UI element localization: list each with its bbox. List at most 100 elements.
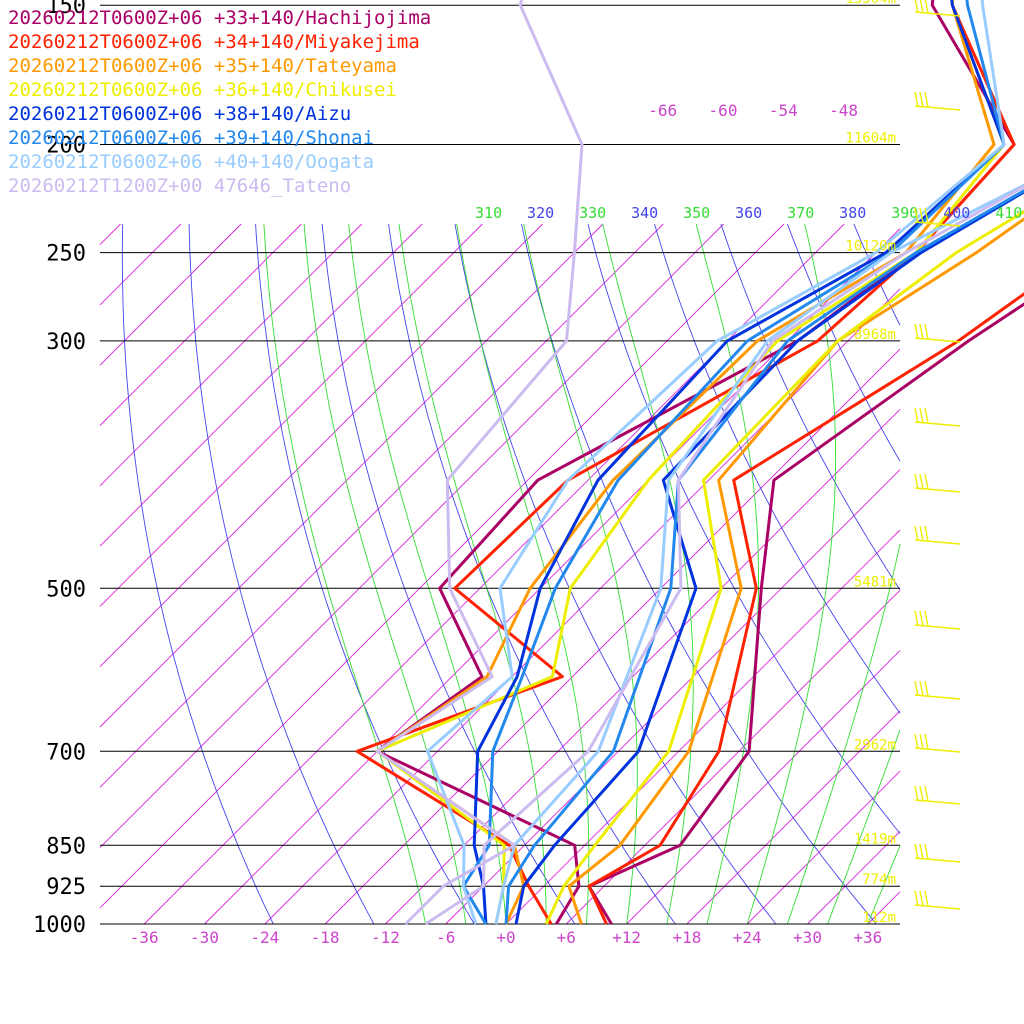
wind-barb-feather xyxy=(914,843,919,860)
sounding-tateyama xyxy=(375,0,1024,925)
temperature-tick-label: +18 xyxy=(672,928,701,947)
wind-barb xyxy=(914,680,961,700)
theta-label: 400 xyxy=(943,204,970,222)
isotherm-line xyxy=(99,223,302,426)
dry-adiabat-line xyxy=(255,223,475,925)
wind-barb-feather xyxy=(919,473,924,490)
wind-barb-shaft xyxy=(914,539,961,545)
pressure-tick-label: 200 xyxy=(46,134,86,159)
wind-barb-shaft xyxy=(914,747,961,753)
isotherm-line xyxy=(99,223,121,245)
pressure-tick-label: 500 xyxy=(46,577,86,602)
temperature-line xyxy=(494,183,1024,925)
legend-entry: 20260212T0600Z+06 +35+140/Tateyama xyxy=(8,55,397,77)
wind-barb xyxy=(914,207,961,227)
moist-adiabat-line xyxy=(602,223,694,925)
wind-barb-feather xyxy=(924,843,929,860)
wind-barb-feather xyxy=(924,323,929,340)
temperature-line xyxy=(544,209,1024,925)
wind-barb-feather xyxy=(924,525,929,542)
legend-entry: 20260212T0600Z+06 +33+140/Hachijojima xyxy=(8,7,432,29)
pressure-tick-label: 925 xyxy=(46,875,86,900)
pressure-tick-label: 250 xyxy=(46,242,86,267)
isotherm-label: -60 xyxy=(709,101,738,120)
sounding-shonai xyxy=(461,0,1024,925)
wind-barb-feather xyxy=(924,407,929,424)
isotherm-line xyxy=(99,223,664,788)
wind-barb-feather xyxy=(924,785,929,802)
wind-barbs xyxy=(914,0,961,910)
sounding-hachijojima xyxy=(375,0,1024,925)
pressure-tick-label: 150 xyxy=(46,0,86,19)
theta-label: 370 xyxy=(787,204,814,222)
wind-barb-feather xyxy=(914,525,919,542)
isotherm-line xyxy=(99,223,724,848)
isotherm-line xyxy=(99,223,483,607)
moist-adiabat-line xyxy=(398,223,547,924)
wind-barb-feather xyxy=(919,890,924,907)
wind-barb-feather xyxy=(914,785,919,802)
isotherm-label: -66 xyxy=(648,101,677,120)
temperature-line xyxy=(567,217,1024,925)
wind-barb xyxy=(914,525,961,545)
wind-barb-feather xyxy=(924,473,929,490)
wind-barb-feather xyxy=(914,91,919,108)
legend-entry: 20260212T0600Z+06 +40+140/Oogata xyxy=(8,151,375,173)
sounding-series xyxy=(355,0,1024,926)
temperature-tick-label: +36 xyxy=(853,928,882,947)
isotherm-line xyxy=(99,223,423,547)
height-label: 2962m xyxy=(854,737,896,753)
legend-entry: 20260212T0600Z+06 +36+140/Chikusei xyxy=(8,79,397,101)
isotherm-line xyxy=(99,223,242,366)
wind-barb xyxy=(914,843,961,863)
moist-adiabat-line xyxy=(263,223,427,925)
wind-barb-feather xyxy=(924,890,929,907)
wind-barb xyxy=(914,473,961,493)
temperature-tick-label: -12 xyxy=(371,928,400,947)
wind-barb-shaft xyxy=(914,337,961,343)
wind-barb-shaft xyxy=(914,857,961,863)
isobar-lines xyxy=(100,4,900,925)
wind-barb-shaft xyxy=(914,904,961,910)
wind-barb-feather xyxy=(919,323,924,340)
sounding-20260212t1200z+00 47646_tateno xyxy=(375,0,1024,926)
isotherm-label: -48 xyxy=(829,101,858,120)
isotherm-line xyxy=(867,891,901,925)
isotherm-line xyxy=(99,223,604,728)
isotherm-line xyxy=(99,223,785,909)
theta-label: 310 xyxy=(475,204,502,222)
wind-barb xyxy=(914,0,961,17)
temperature-tick-label: +24 xyxy=(733,928,762,947)
temperature-tick-label: -6 xyxy=(436,928,455,947)
wind-barb-feather xyxy=(924,207,929,224)
moist-adiabat-line xyxy=(867,845,901,925)
wind-barb-feather xyxy=(919,407,924,424)
wind-barb-shaft xyxy=(914,694,961,700)
wind-barb-feather xyxy=(919,733,924,750)
wind-barb-feather xyxy=(924,91,929,108)
wind-barb xyxy=(914,323,961,343)
dewpoint-line xyxy=(375,0,584,926)
wind-barb xyxy=(914,785,961,805)
moist-adiabat-line xyxy=(827,729,901,925)
sounding-aizu xyxy=(472,0,1024,925)
wind-barb-feather xyxy=(914,473,919,490)
isotherm-line xyxy=(324,348,901,925)
dewpoint-line xyxy=(375,0,1016,925)
pressure-tick-label: 300 xyxy=(46,330,86,355)
temperature-tick-label: +6 xyxy=(557,928,576,947)
wind-barb xyxy=(914,91,961,111)
legend-entry: 20260212T0600Z+06 +34+140/Miyakejima xyxy=(8,31,420,53)
theta-label: 340 xyxy=(631,204,658,222)
isotherm-line xyxy=(99,223,182,306)
wind-barb-feather xyxy=(919,680,924,697)
height-label: 774m xyxy=(862,872,896,888)
dewpoint-line xyxy=(426,0,1006,925)
isotherm-line xyxy=(204,228,901,925)
isotherm-line xyxy=(626,650,901,925)
wind-barb xyxy=(914,407,961,427)
temperature-tick-label: +0 xyxy=(496,928,515,947)
wind-barb xyxy=(914,733,961,753)
wind-barb-shaft xyxy=(914,105,961,111)
wind-barb-feather xyxy=(919,207,924,224)
